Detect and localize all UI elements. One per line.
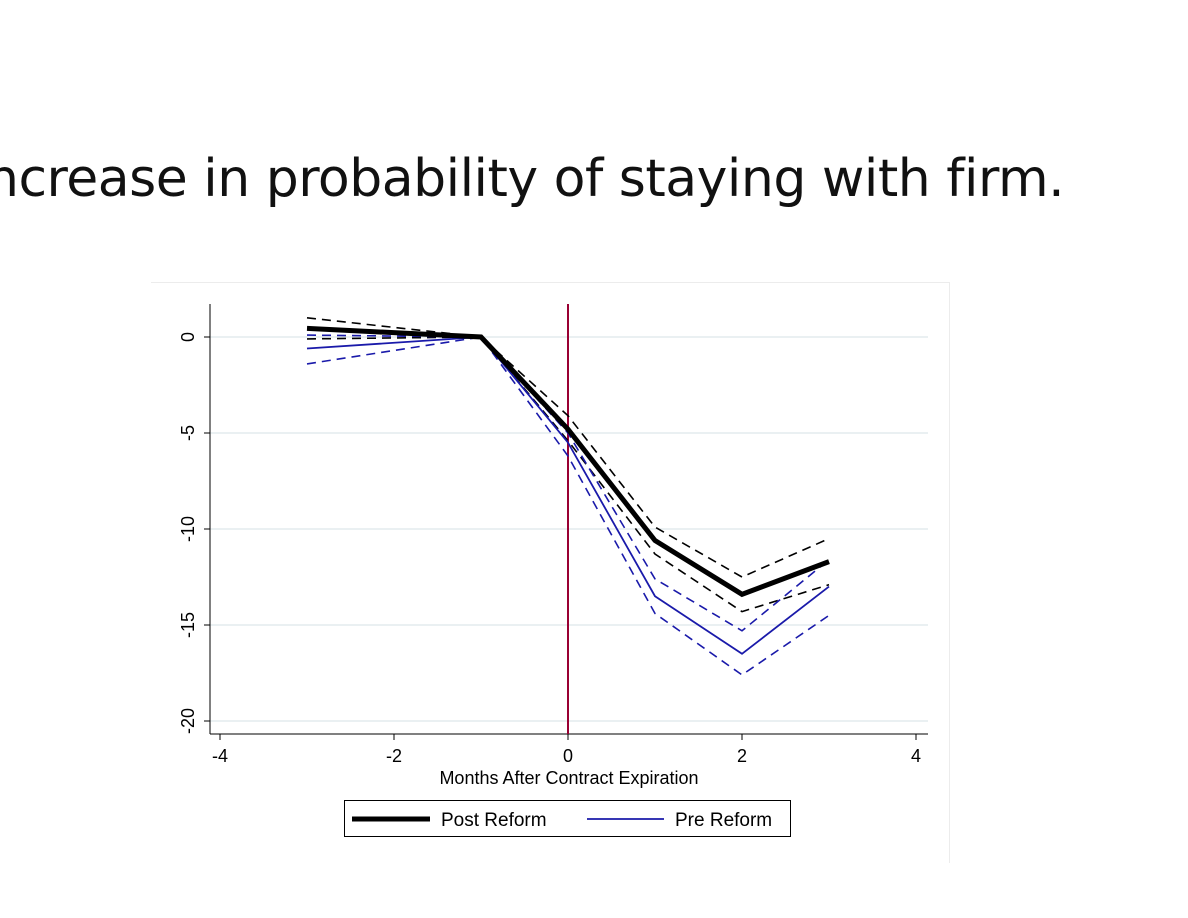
chart-frame: -4 -2 0 2 4 0 -5 -10 -15 -20 Months After Contrac… — [151, 282, 950, 863]
series-post-reform-ci-line — [306, 317, 830, 578]
legend-post-reform-label: Post Reform — [441, 810, 547, 831]
y-tick-label: -10 — [178, 516, 198, 542]
x-tick-label: 4 — [911, 746, 921, 766]
x-tick-label: 0 — [563, 746, 573, 766]
legend-pre-reform-label: Pre Reform — [675, 810, 772, 831]
y-tick-label: 0 — [178, 332, 198, 342]
line-chart: -4 -2 0 2 40-5-10-15-20 Months After Contrac… — [178, 304, 928, 837]
legend: Post Reform Pre Reform — [344, 800, 791, 837]
x-tick-label: -2 — [386, 746, 402, 766]
y-tick-label: -5 — [178, 425, 198, 441]
slide-title-text: ncrease in probability of staying with f… — [0, 149, 1065, 209]
x-tick-label: -4 — [212, 746, 228, 766]
series-pre-reform-line — [306, 336, 830, 655]
x-tick-label: 2 — [737, 746, 747, 766]
series-pre-reform-ci-line — [306, 334, 830, 632]
slide-title: ncrease in probability of staying with f… — [0, 147, 1188, 211]
series-post-reform-ci-line — [306, 336, 830, 613]
series-group — [306, 317, 830, 676]
x-axis-label: Months After Contract Expiration — [439, 768, 698, 788]
y-tick-label: -20 — [178, 708, 198, 734]
tick-labels: -4 -2 0 2 40-5-10-15-20 — [178, 332, 921, 766]
y-tick-label: -15 — [178, 612, 198, 638]
series-pre-reform-ci-line — [306, 336, 830, 676]
series-post-reform-line — [306, 325, 830, 598]
